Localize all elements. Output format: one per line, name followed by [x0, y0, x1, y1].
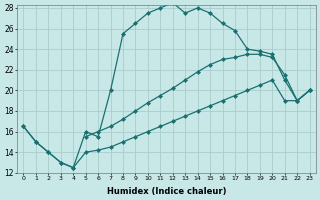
X-axis label: Humidex (Indice chaleur): Humidex (Indice chaleur)	[107, 187, 226, 196]
